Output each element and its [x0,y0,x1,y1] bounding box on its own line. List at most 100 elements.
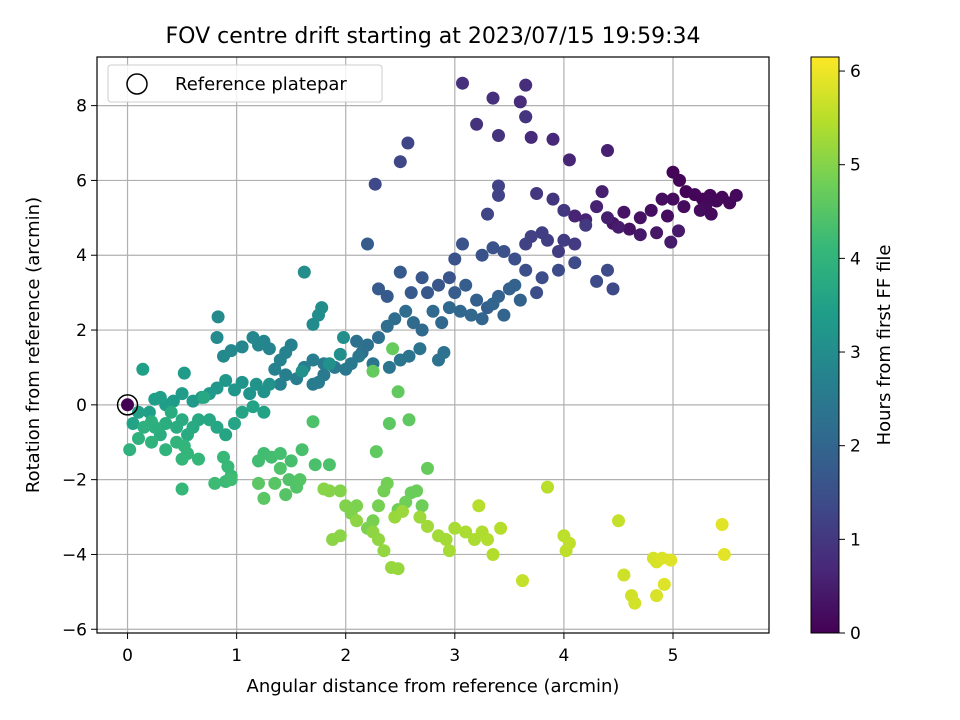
data-point [601,211,614,225]
data-point [406,316,420,330]
data-point [661,209,674,223]
y-tick-label: 0 [76,396,87,416]
data-point [655,192,669,206]
data-point [249,377,263,391]
data-point [235,340,249,354]
data-point [372,499,385,513]
data-point [380,289,394,303]
data-point [530,286,544,300]
data-point [546,132,560,146]
data-point [192,452,205,466]
data-point [235,405,249,419]
data-point [396,504,409,518]
data-point [516,574,529,588]
data-point [123,443,137,457]
legend-box [107,64,383,103]
data-point [219,428,233,442]
data-point [717,548,731,561]
data-point [339,362,353,376]
data-point [391,385,405,399]
data-point [402,413,416,427]
data-point [664,553,678,567]
data-point [673,173,686,187]
data-point [350,334,364,348]
data-point [401,136,415,150]
data-point [693,203,707,217]
data-point [486,241,500,255]
data-point [519,110,533,124]
data-point [175,482,189,496]
data-point [442,544,456,558]
x-tick-label: 0 [122,646,133,666]
data-point [136,362,150,376]
colorbar-tick-label: 1 [850,530,861,550]
data-point [459,278,473,292]
data-point [126,417,140,430]
data-point [137,420,151,434]
data-point [246,400,260,414]
data-point [181,428,194,442]
y-axis-ticks: −6 −4 −2 0 2 4 6 8 [62,97,97,640]
data-point [333,484,347,498]
data-point [492,179,505,193]
data-point [442,271,456,285]
colorbar-tick-label: 0 [850,624,861,644]
data-point [339,499,353,513]
chart-title: FOV centre drift starting at 2023/07/15 … [166,24,701,49]
data-point [601,263,614,277]
data-point [257,405,271,419]
colorbar-tick-label: 3 [850,343,861,363]
data-point [432,353,445,367]
data-point [644,203,658,217]
data-point [535,226,549,240]
data-point [557,233,571,247]
data-point [159,417,173,430]
data-point [508,252,522,266]
x-tick-label: 5 [668,646,679,666]
data-point [224,473,238,487]
data-point [308,458,322,472]
data-point [459,525,473,539]
data-point [456,76,469,90]
data-point [322,357,336,371]
data-point [557,203,571,217]
legend: Reference platepar [107,64,383,103]
data-point [197,390,211,404]
data-point [650,589,664,603]
data-point [211,310,225,324]
data-point [159,443,173,457]
data-point [426,304,440,318]
data-point [202,413,216,427]
data-point [246,331,260,344]
data-point [546,192,560,206]
data-point [279,488,293,502]
data-point [132,405,145,419]
data-point [453,304,467,318]
plot-frame [96,56,770,634]
data-point [273,447,287,460]
data-point [628,596,642,610]
data-point [606,282,620,296]
data-point [492,188,505,202]
data-point [622,222,636,236]
legend-label-reference: Reference platepar [175,74,347,95]
data-point [415,323,429,337]
data-point [492,129,505,142]
data-point [470,117,484,131]
data-point [617,205,631,219]
data-point [519,78,533,92]
data-point [497,245,511,258]
data-point [519,263,533,277]
data-point [481,533,494,546]
data-point [279,368,293,382]
data-point [530,187,544,200]
data-point [435,316,449,330]
data-point [369,445,383,459]
data-point [372,282,385,296]
data-point [633,228,647,242]
data-point [415,271,429,285]
data-point [145,435,158,449]
data-point [664,235,678,249]
data-point [175,387,189,401]
data-point [650,226,664,240]
